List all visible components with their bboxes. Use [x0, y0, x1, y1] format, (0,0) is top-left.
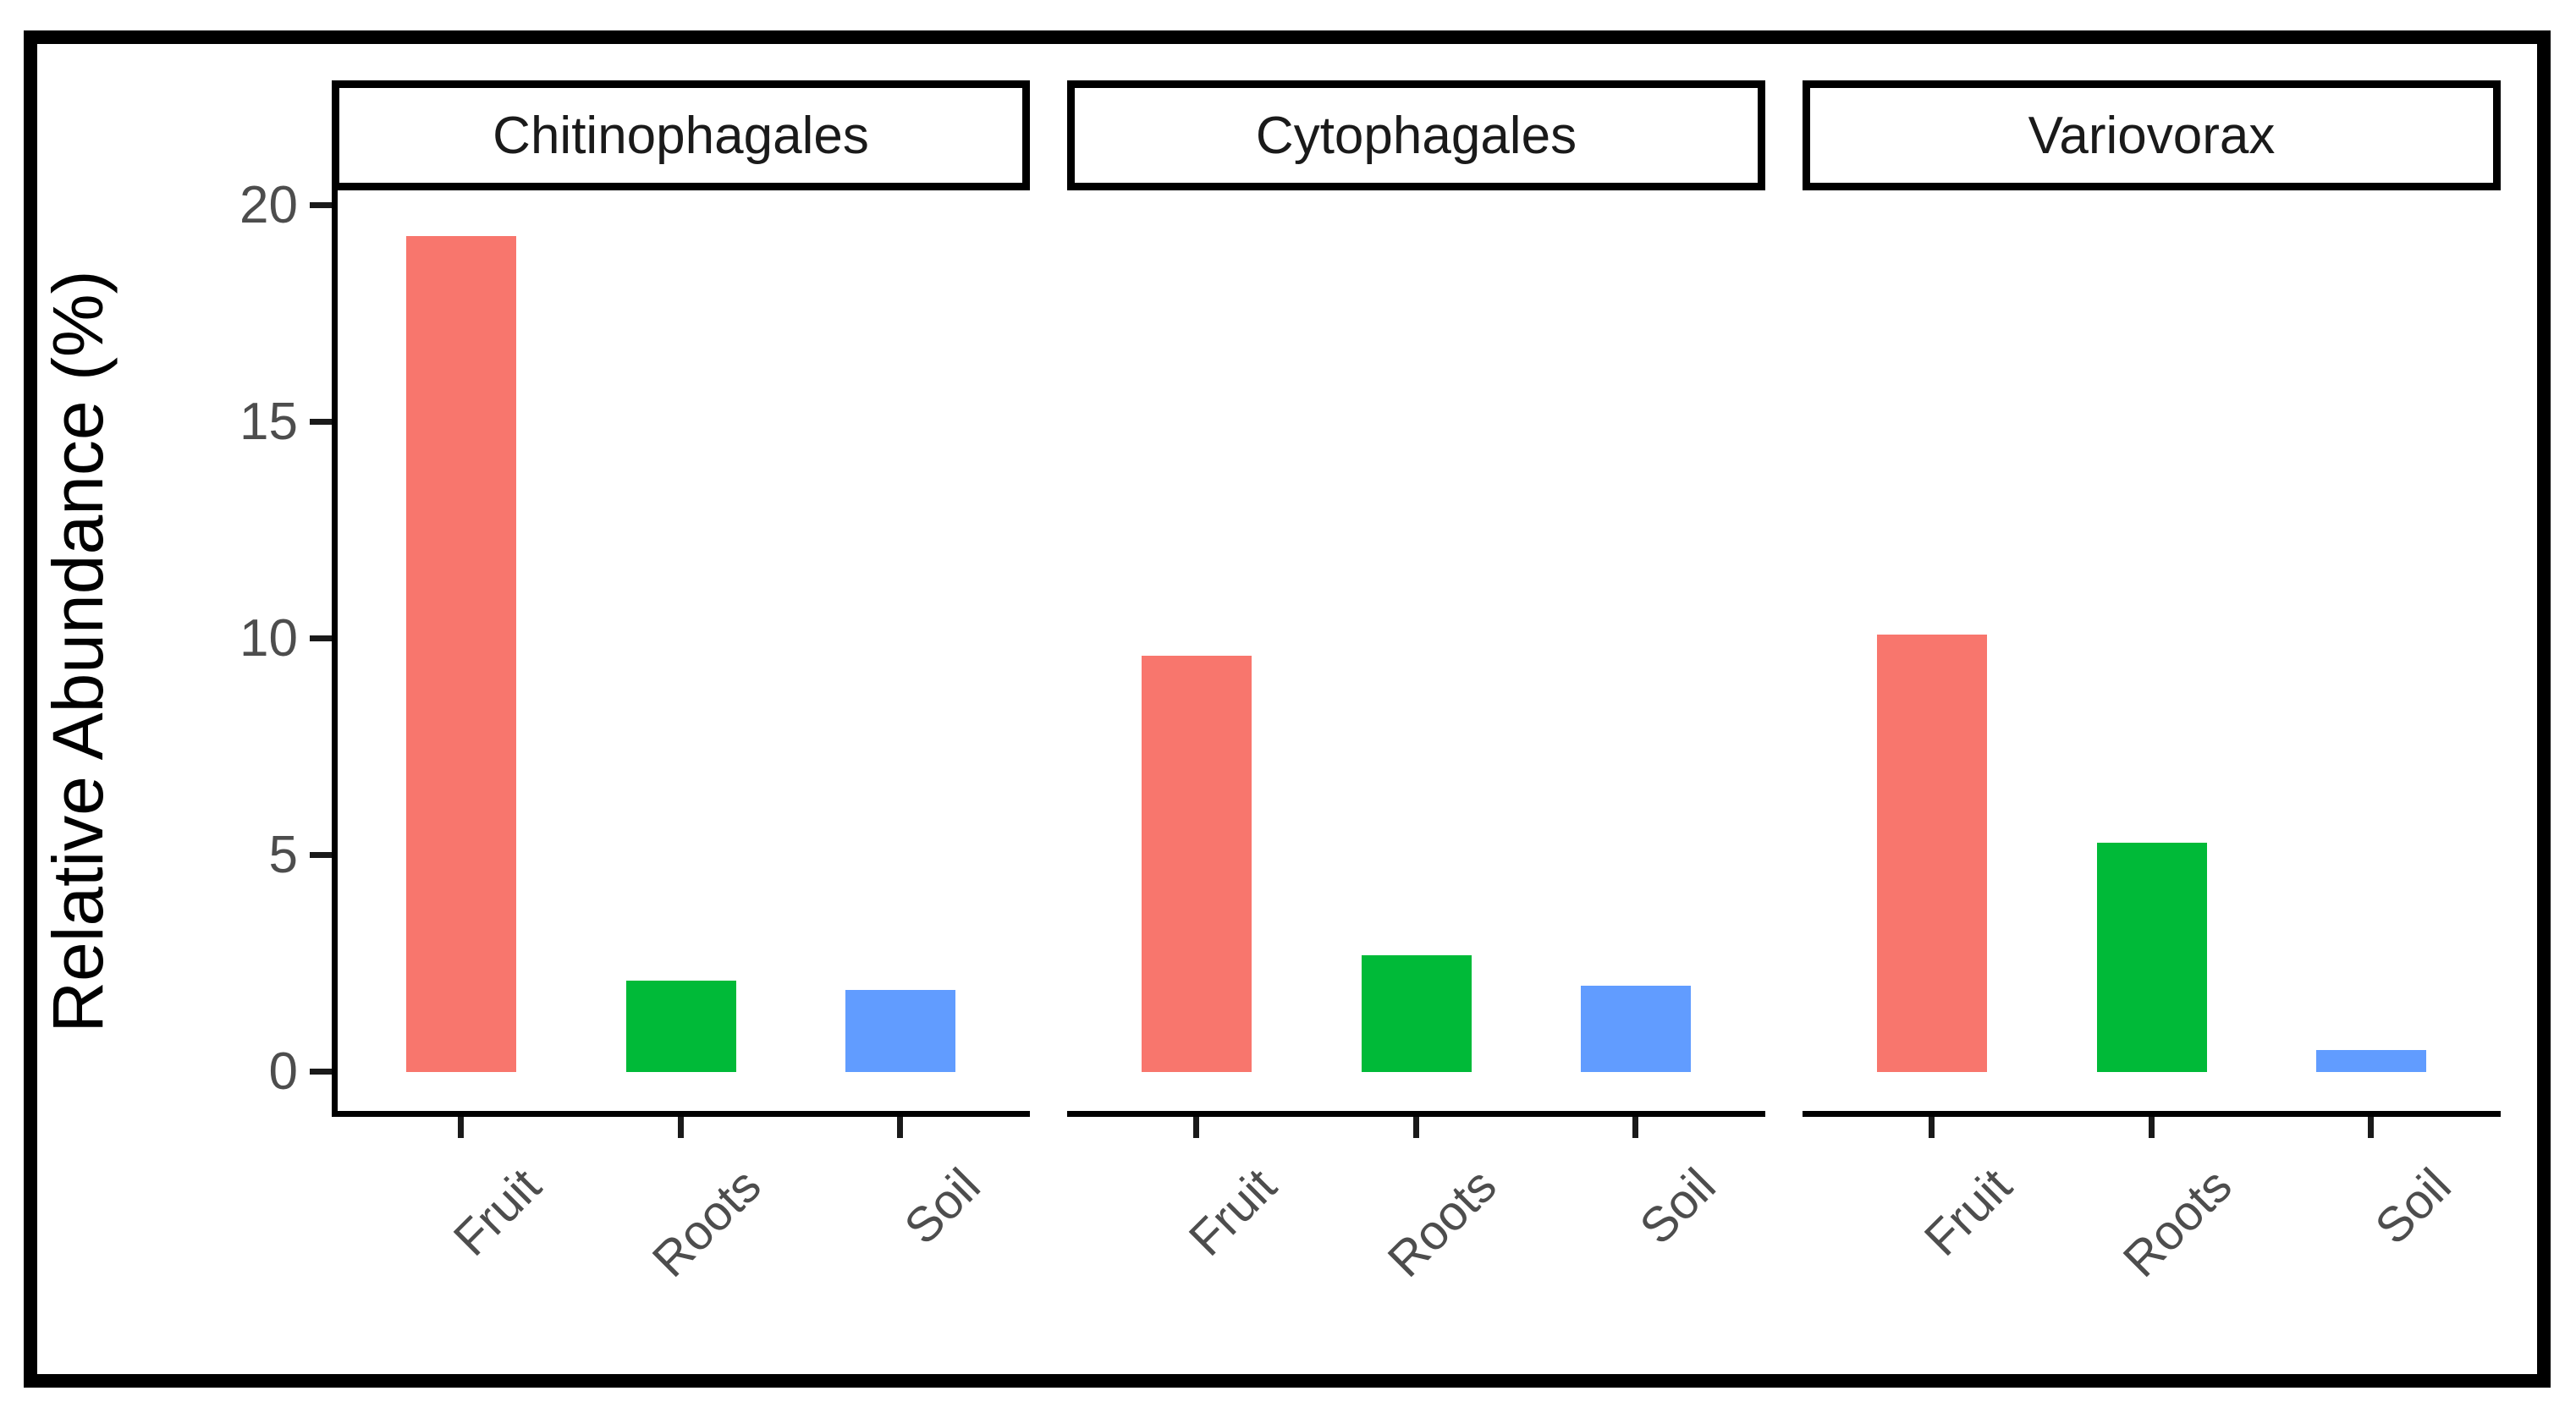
y-axis-title: Relative Abundance (%) [38, 270, 118, 1033]
x-axis-tick [1193, 1117, 1199, 1138]
bar-roots [626, 981, 736, 1072]
y-axis-tick [310, 202, 332, 208]
x-axis-tick [897, 1117, 903, 1138]
y-axis-tick [310, 852, 332, 858]
facet-strip-label: Cytophagales [1255, 106, 1577, 165]
y-axis-tick-label: 0 [268, 1042, 298, 1101]
facet-strip-label: Chitinophagales [493, 106, 869, 165]
y-axis-tick-label: 5 [268, 826, 298, 884]
facet-strip: Variovorax [1803, 80, 2501, 190]
x-axis-tick [1929, 1117, 1935, 1138]
bar-fruit [406, 236, 516, 1072]
y-axis-tick [310, 1069, 332, 1075]
y-axis-tick-label: 20 [239, 176, 298, 234]
bar-fruit [1142, 656, 1252, 1072]
y-axis-tick-label: 10 [239, 609, 298, 668]
x-axis-tick [678, 1117, 684, 1138]
facet-strip: Cytophagales [1067, 80, 1765, 190]
bar-soil [2316, 1050, 2426, 1072]
facet-strip-label: Variovorax [2028, 106, 2276, 165]
bar-fruit [1877, 635, 1987, 1072]
y-axis-tick-label: 15 [239, 393, 298, 451]
bar-soil [845, 990, 955, 1072]
y-axis-tick [310, 419, 332, 425]
bar-roots [2097, 843, 2207, 1072]
bar-soil [1581, 986, 1691, 1072]
y-axis-tick [310, 635, 332, 641]
x-axis-tick [1632, 1117, 1638, 1138]
figure-border [24, 30, 2551, 1388]
x-axis-tick [2368, 1117, 2374, 1138]
facet-strip: Chitinophagales [332, 80, 1030, 190]
bar-roots [1362, 955, 1472, 1072]
x-axis-tick [2149, 1117, 2155, 1138]
x-axis-tick [458, 1117, 464, 1138]
x-axis-tick [1413, 1117, 1419, 1138]
